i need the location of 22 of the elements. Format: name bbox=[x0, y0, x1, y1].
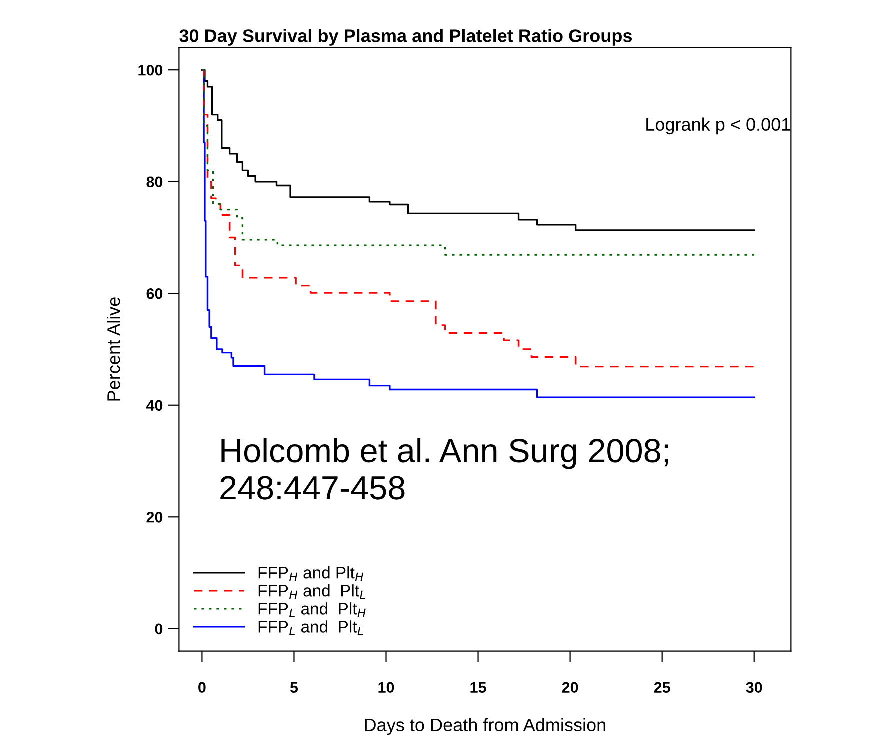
chart-title: 30 Day Survival by Plasma and Platelet Ratio Groups bbox=[180, 29, 632, 46]
x-tick-label: 25 bbox=[654, 682, 670, 694]
legend-label: FFP$_{L}$ and Plt$_{L}$ bbox=[258, 620, 364, 636]
y-tick-label: 60 bbox=[146, 288, 163, 300]
annotation: Logrank p < 0.001 bbox=[646, 118, 790, 135]
y-tick-label: 0 bbox=[155, 624, 163, 635]
x-tick-label: 0 bbox=[198, 682, 206, 694]
y-tick-label: 80 bbox=[146, 176, 163, 188]
y-tick-label: 20 bbox=[146, 512, 163, 523]
x-tick-label: 5 bbox=[290, 682, 298, 694]
x-tick-label: 20 bbox=[562, 682, 578, 694]
x-tick-label: 15 bbox=[470, 682, 486, 694]
legend-label: FFP$_{H}$ and Plt$_{H}$ bbox=[258, 566, 364, 582]
y-tick-label: 100 bbox=[138, 64, 163, 76]
x-tick-label: 30 bbox=[746, 682, 762, 694]
y-axis-title: Percent Alive bbox=[107, 298, 120, 401]
x-axis-title: Days to Death from Admission bbox=[365, 718, 606, 736]
annotation: Holcomb et al. Ann Surg 2008; 248:447-458 bbox=[220, 438, 668, 500]
legend-label: FFP$_{L}$ and Plt$_{H}$ bbox=[258, 602, 366, 618]
legend-label: FFP$_{H}$ and Plt$_{L}$ bbox=[258, 584, 366, 600]
y-tick-label: 40 bbox=[146, 400, 163, 412]
x-tick-label: 10 bbox=[378, 682, 394, 694]
